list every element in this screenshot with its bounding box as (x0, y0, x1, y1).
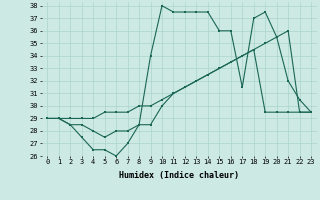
X-axis label: Humidex (Indice chaleur): Humidex (Indice chaleur) (119, 171, 239, 180)
